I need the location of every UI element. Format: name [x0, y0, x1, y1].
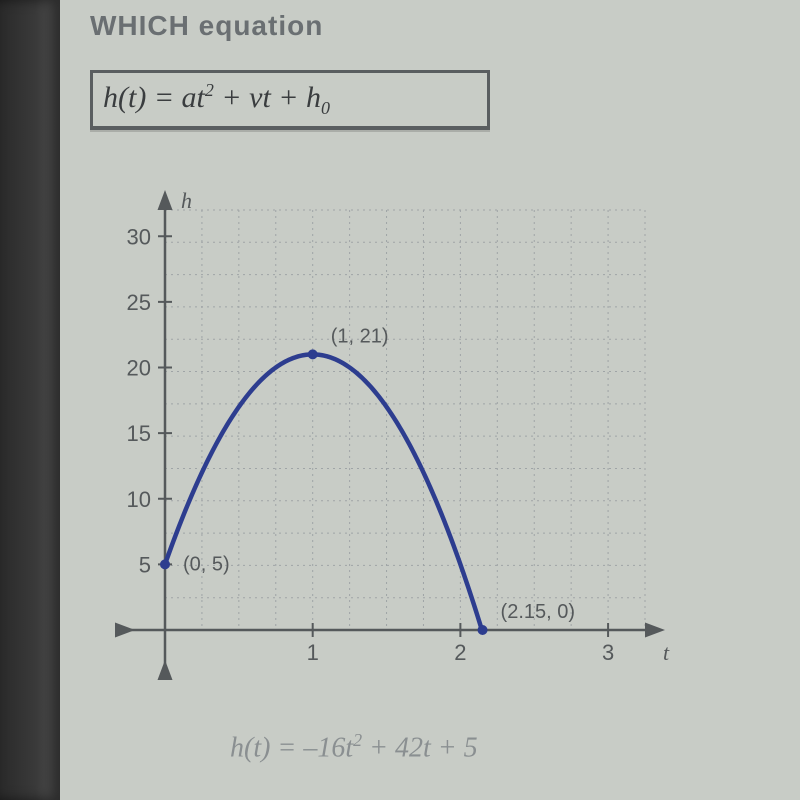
svg-text:20: 20 [127, 356, 151, 381]
parabola-chart: 5 10 15 20 25 30 1 2 3 h t (0, 5) (1, 21) (2.15, 0) [95, 190, 695, 690]
svg-text:2: 2 [454, 640, 466, 665]
svg-text:10: 10 [127, 487, 151, 512]
svg-text:15: 15 [127, 421, 151, 446]
svg-text:(0, 5): (0, 5) [183, 553, 230, 575]
svg-text:5: 5 [139, 552, 151, 577]
svg-text:h: h [181, 190, 192, 213]
answer-equation: h(t) = –16t2 + 42t + 5 [230, 730, 478, 764]
chart-container: 5 10 15 20 25 30 1 2 3 h t (0, 5) (1, 21) (2.15, 0) [95, 190, 695, 690]
svg-text:(1, 21): (1, 21) [331, 325, 389, 347]
svg-text:(2.15, 0): (2.15, 0) [501, 601, 575, 623]
question-header: WHICH equation [90, 10, 323, 42]
formula-box: h(t) = at2 + vt + h0 [90, 70, 490, 130]
svg-text:t: t [663, 640, 670, 665]
formula-text: h(t) = at2 + vt + h0 [103, 80, 330, 119]
svg-text:1: 1 [307, 640, 319, 665]
svg-text:25: 25 [127, 290, 151, 315]
svg-text:3: 3 [602, 640, 614, 665]
svg-text:30: 30 [127, 224, 151, 249]
page-left-shadow [0, 0, 60, 800]
